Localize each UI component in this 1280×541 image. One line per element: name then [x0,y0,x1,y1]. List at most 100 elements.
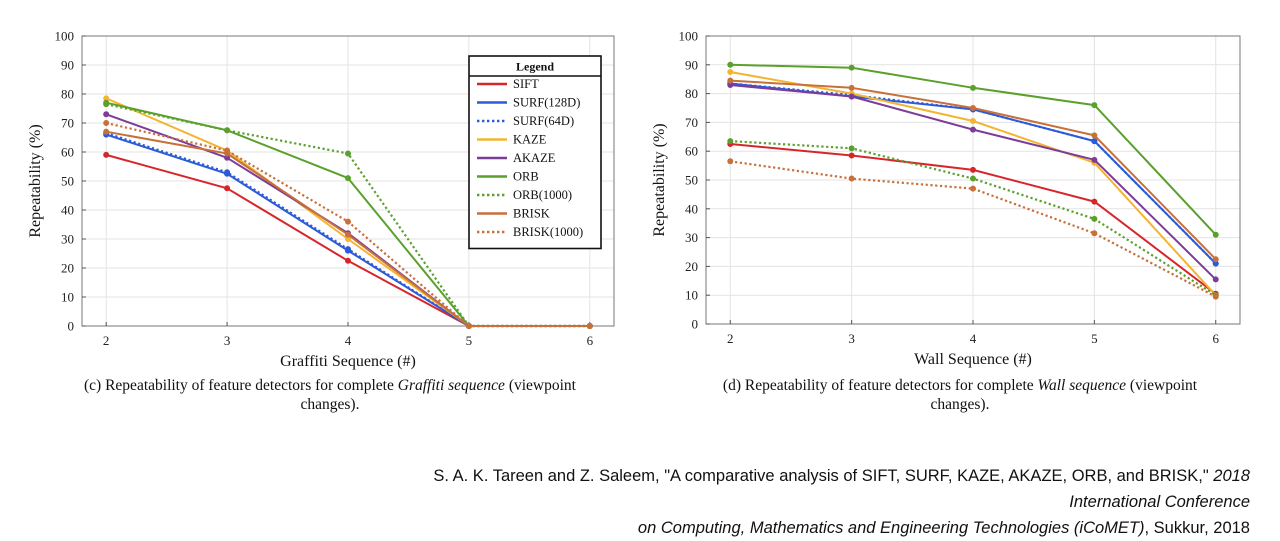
y-tick-label: 40 [685,201,698,216]
data-point-kaze [727,69,734,76]
caption-left-emph: Graffiti sequence [397,377,505,394]
data-point-sift [848,152,855,159]
y-tick-label: 60 [685,144,698,159]
data-point-brisk-1000 [1091,230,1098,237]
y-tick-label: 80 [61,87,74,102]
data-point-surf-64d [344,246,351,253]
chart-wall: 0 10 20 30 40 50 60 70 80 90 100 2 3 4 5 6 Wall Sequence… [651,29,1241,368]
data-point-orb [1212,231,1219,238]
y-tick-label: 20 [685,259,698,274]
caption-left-line2: changes). [300,396,360,413]
x-tick-label: 3 [848,331,855,346]
y-tick-label: 30 [685,230,698,245]
data-point-brisk [1212,256,1219,263]
x-tick-label: 4 [970,331,977,346]
data-point-brisk-1000 [970,185,977,192]
citation: S. A. K. Tareen and Z. Saleem, "A compar… [430,463,1250,541]
x-tick-label: 5 [466,333,473,348]
citation-location: , Sukkur, 2018 [1144,519,1251,537]
data-point-brisk-1000 [1212,293,1219,300]
legend-entry: ORB [513,170,539,184]
y-tick-label: 30 [61,232,74,247]
y-tick-label: 90 [685,57,698,72]
x-axis-label: Graffiti Sequence (#) [280,353,416,370]
data-point-brisk-1000 [103,120,110,127]
caption-right-line2: changes). [930,396,990,413]
legend-entry: KAZE [513,133,547,147]
citation-authors: S. A. K. Tareen and Z. Saleem, "A compar… [433,467,1214,485]
x-tick-label: 6 [1212,331,1219,346]
data-point-akaze [103,111,110,118]
legend-entry: AKAZE [513,151,556,165]
y-tick-label: 60 [61,145,74,160]
data-point-orb-1000 [103,101,110,108]
caption-left: (c) Repeatability of feature detectors f… [30,376,630,414]
data-point-orb [344,175,351,182]
y-tick-label: 10 [61,290,74,305]
legend-entry: SURF(128D) [513,96,580,110]
y-axis-label: Repeatability (%) [651,123,668,236]
data-point-sift [103,151,110,158]
y-tick-label: 50 [685,173,698,188]
chart-graffiti: 0 10 20 30 40 50 60 70 80 90 100 2 3 4 5 6 Graffiti Sequ… [27,29,615,370]
y-tick-label: 70 [685,115,698,130]
caption-right-prefix: (d) Repeatability of feature detectors f… [722,377,1038,394]
data-point-orb-1000 [1091,215,1098,222]
y-tick-label: 100 [679,29,699,44]
caption-left-suffix: (viewpoint [504,377,576,394]
caption-right-suffix: (viewpoint [1126,377,1198,394]
data-point-brisk-1000 [727,158,734,165]
data-point-orb [848,64,855,71]
data-point-brisk [727,77,734,84]
data-point-sift [344,257,351,264]
data-point-kaze [970,117,977,124]
data-point-akaze [970,126,977,133]
data-point-akaze [1091,156,1098,163]
x-axis-label: Wall Sequence (#) [914,351,1032,368]
data-point-orb-1000 [344,150,351,157]
y-tick-label: 50 [61,174,74,189]
data-point-orb-1000 [727,138,734,145]
data-point-sift [1091,198,1098,205]
data-point-sift [224,185,231,192]
caption-left-prefix: (c) Repeatability of feature detectors f… [84,377,398,394]
y-tick-label: 0 [68,319,75,334]
legend-box [468,55,602,250]
data-point-surf-64d [224,169,231,176]
legend-entry: SIFT [513,77,539,91]
y-tick-label: 100 [55,29,75,44]
legend-entry: ORB(1000) [513,188,572,202]
data-point-orb-1000 [970,175,977,182]
data-point-akaze [1212,276,1219,283]
caption-right-emph: Wall sequence [1037,377,1127,394]
y-axis-label: Repeatability (%) [27,124,44,237]
legend-entry: BRISK [513,207,550,221]
citation-venue-part1: 2018 International Conference [1069,467,1250,511]
data-point-brisk [344,231,351,238]
data-point-akaze [848,93,855,100]
x-tick-label: 5 [1091,331,1098,346]
citation-venue-part2: on Computing, Mathematics and Engineerin… [637,519,1145,537]
legend-title: Legend [516,60,554,74]
data-point-brisk-1000 [848,175,855,182]
data-point-sift [970,166,977,173]
series-line-brisk-1000 [730,160,1217,298]
y-tick-label: 80 [685,86,698,101]
data-point-orb-1000 [848,145,855,152]
y-tick-label: 0 [692,317,699,332]
data-point-brisk [103,128,110,135]
data-point-orb [1091,102,1098,109]
y-tick-label: 40 [61,203,74,218]
y-tick-label: 90 [61,58,74,73]
x-tick-label: 3 [224,333,231,348]
data-point-brisk-1000 [344,218,351,225]
data-point-brisk-1000 [224,147,231,154]
x-tick-label: 2 [103,333,110,348]
legend-entry: BRISK(1000) [513,225,583,239]
y-tick-label: 20 [61,261,74,276]
data-point-brisk-1000 [586,322,593,329]
x-tick-label: 6 [587,333,594,348]
data-point-brisk [970,105,977,112]
legend: Legend SIFT SURF(128D) SURF(64D) KAZE AKAZE OR… [468,55,602,250]
